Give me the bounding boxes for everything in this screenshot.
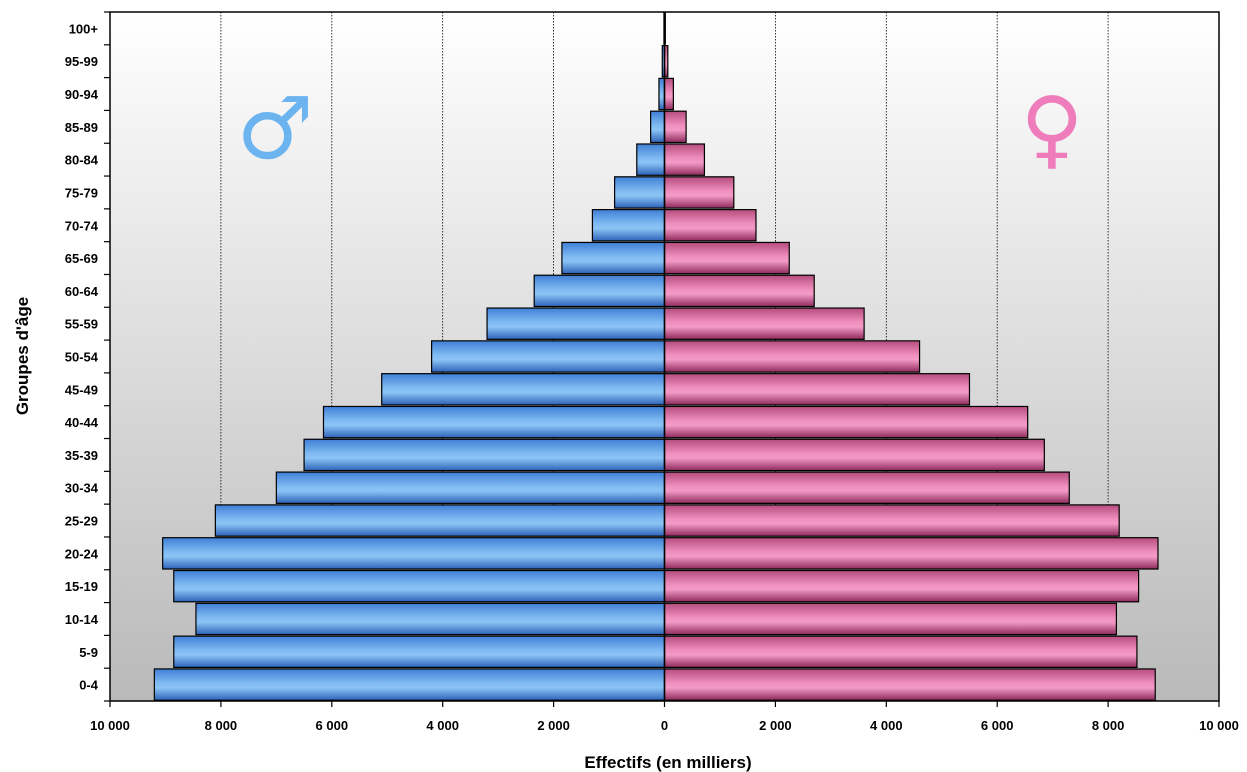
y-tick-label: 35-39 (65, 448, 98, 463)
y-tick-label: 80-84 (65, 153, 99, 168)
bar-male-60-64 (533, 274, 666, 308)
y-tick-label: 10-14 (65, 612, 99, 627)
bar-male-0-4 (153, 668, 666, 701)
y-tick-label: 30-34 (65, 481, 99, 496)
bars (153, 12, 1159, 701)
bar-female-85-89 (663, 110, 687, 144)
y-tick-label: 65-69 (65, 251, 98, 266)
bar-female-0-4 (663, 668, 1156, 701)
x-tick-label: 6 000 (981, 718, 1014, 733)
bar-male-25-29 (214, 504, 666, 537)
y-tick-label: 15-19 (65, 579, 98, 594)
x-tick-label: 0 (661, 718, 668, 733)
bar-female-5-9 (663, 635, 1138, 669)
bar-female-60-64 (663, 274, 815, 308)
x-tick-label: 2 000 (537, 718, 570, 733)
bar-male-65-69 (561, 241, 666, 275)
y-tick-label: 85-89 (65, 120, 98, 135)
bar-male-10-14 (195, 602, 666, 636)
bar-male-50-54 (431, 340, 666, 373)
y-tick-label: 100+ (69, 21, 99, 36)
bar-female-20-24 (663, 537, 1159, 570)
bar-male-20-24 (162, 537, 666, 570)
bar-female-35-39 (663, 438, 1045, 472)
x-tick-label: 8 000 (1092, 718, 1125, 733)
x-tick-label: 6 000 (316, 718, 349, 733)
y-tick-label: 70-74 (65, 218, 99, 233)
bar-male-15-19 (173, 569, 666, 603)
bar-female-80-84 (663, 143, 706, 176)
y-tick-label: 60-64 (65, 284, 99, 299)
male-symbol-icon: ♂ (236, 79, 313, 179)
bar-female-50-54 (663, 340, 921, 373)
x-axis-title: Effectifs (en milliers) (584, 753, 751, 772)
bar-female-15-19 (663, 569, 1140, 603)
x-tick-label: 10 000 (90, 718, 130, 733)
bar-male-85-89 (650, 110, 666, 144)
bar-male-30-34 (275, 471, 666, 504)
y-axis-title: Groupes d'âge (13, 297, 32, 415)
bar-male-80-84 (636, 143, 666, 176)
x-tick-label: 2 000 (759, 718, 792, 733)
bar-male-55-59 (486, 307, 666, 340)
y-tick-label: 0-4 (79, 678, 99, 693)
bar-male-5-9 (173, 635, 666, 669)
bar-female-10-14 (663, 602, 1118, 636)
bar-female-75-79 (663, 176, 735, 209)
x-axis-ticks: 10 000 8 000 6 000 4 000 2 000 0 2 000 4 000 6 0… (90, 701, 1239, 733)
y-tick-label: 5-9 (79, 645, 98, 660)
bar-female-90-94 (663, 77, 674, 111)
y-tick-label: 25-29 (65, 514, 98, 529)
bar-female-40-44 (663, 405, 1029, 439)
y-tick-label: 55-59 (65, 317, 98, 332)
x-tick-label: 10 000 (1199, 718, 1239, 733)
x-tick-label: 8 000 (205, 718, 238, 733)
y-tick-label: 40-44 (65, 415, 99, 430)
female-symbol-icon: ♀ (1021, 79, 1084, 179)
bar-male-70-74 (591, 209, 666, 242)
bar-male-35-39 (303, 438, 666, 472)
bar-female-70-74 (663, 209, 757, 242)
y-tick-label: 75-79 (65, 185, 98, 200)
x-tick-label: 4 000 (426, 718, 459, 733)
y-tick-label: 20-24 (65, 546, 99, 561)
y-axis-labels: 0-4 5-9 10-14 15-19 20-24 25-29 30-34 35-39 40-4… (65, 11, 110, 702)
bar-male-45-49 (381, 373, 666, 406)
y-tick-label: 50-54 (65, 350, 99, 365)
bar-female-65-69 (663, 241, 790, 275)
y-tick-label: 45-49 (65, 382, 98, 397)
bar-female-30-34 (663, 471, 1070, 504)
y-tick-label: 90-94 (65, 87, 99, 102)
bar-male-40-44 (322, 405, 666, 439)
bar-female-25-29 (663, 504, 1120, 537)
x-tick-label: 4 000 (870, 718, 903, 733)
bar-female-55-59 (663, 307, 865, 340)
y-tick-label: 95-99 (65, 54, 98, 69)
bar-male-90-94 (658, 77, 666, 111)
bar-female-45-49 (663, 373, 971, 406)
bar-male-75-79 (613, 176, 666, 209)
